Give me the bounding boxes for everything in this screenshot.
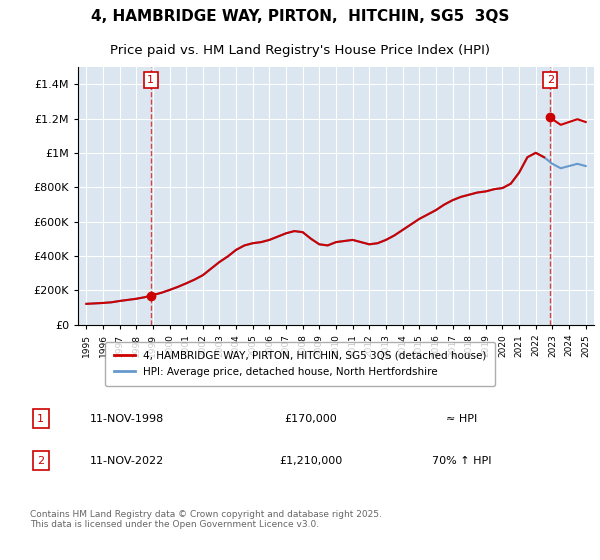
Text: 2: 2 xyxy=(547,75,554,85)
Text: 11-NOV-2022: 11-NOV-2022 xyxy=(90,455,164,465)
Text: ≈ HPI: ≈ HPI xyxy=(446,414,478,424)
Text: 70% ↑ HPI: 70% ↑ HPI xyxy=(432,455,492,465)
Legend: 4, HAMBRIDGE WAY, PIRTON, HITCHIN, SG5 3QS (detached house), HPI: Average price,: 4, HAMBRIDGE WAY, PIRTON, HITCHIN, SG5 3… xyxy=(106,342,494,386)
Text: Price paid vs. HM Land Registry's House Price Index (HPI): Price paid vs. HM Land Registry's House … xyxy=(110,44,490,57)
Text: 11-NOV-1998: 11-NOV-1998 xyxy=(90,414,164,424)
Text: 2: 2 xyxy=(37,455,44,465)
Text: Contains HM Land Registry data © Crown copyright and database right 2025.
This d: Contains HM Land Registry data © Crown c… xyxy=(30,510,382,529)
Text: 1: 1 xyxy=(147,75,154,85)
Text: 4, HAMBRIDGE WAY, PIRTON,  HITCHIN, SG5  3QS: 4, HAMBRIDGE WAY, PIRTON, HITCHIN, SG5 3… xyxy=(91,10,509,24)
Text: 1: 1 xyxy=(37,414,44,424)
Text: £1,210,000: £1,210,000 xyxy=(279,455,343,465)
Text: £170,000: £170,000 xyxy=(284,414,337,424)
